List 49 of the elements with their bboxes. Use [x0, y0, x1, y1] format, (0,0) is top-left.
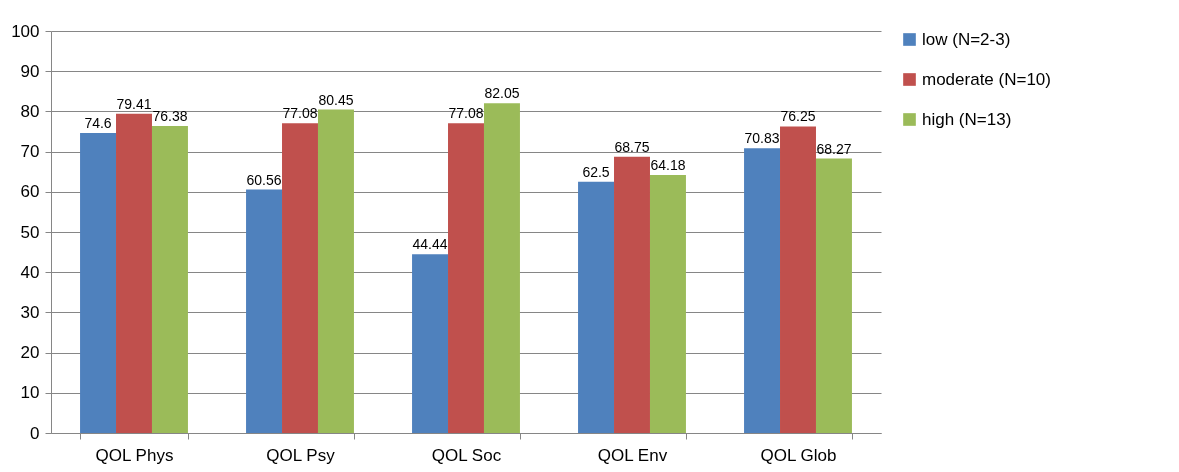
- legend-label: moderate (N=10): [922, 69, 1051, 89]
- y-tick-label: 30: [20, 302, 40, 322]
- data-label: 70.83: [744, 130, 780, 147]
- x-tick-label: QOL Phys: [95, 445, 174, 465]
- y-tick-label: 50: [20, 222, 40, 242]
- data-label: 60.56: [246, 171, 282, 188]
- bar: [246, 189, 283, 433]
- bar: [282, 123, 318, 433]
- y-tick-label: 90: [20, 61, 40, 81]
- data-label: 62.5: [582, 163, 610, 180]
- data-label: 80.45: [318, 91, 354, 108]
- data-label: 77.08: [448, 105, 484, 122]
- data-label: 77.08: [282, 105, 318, 122]
- data-label: 79.41: [116, 95, 152, 112]
- legend-label: high (N=13): [922, 109, 1012, 129]
- bar: [317, 109, 354, 433]
- x-tick-label: QOL Soc: [431, 445, 502, 465]
- y-tick-label: 100: [11, 21, 40, 41]
- bar: [815, 158, 852, 433]
- bar: [483, 103, 520, 433]
- data-label: 76.38: [152, 107, 188, 124]
- y-tick-label: 0: [30, 423, 40, 443]
- data-label: 68.75: [614, 138, 650, 155]
- x-tick-label: QOL Glob: [760, 445, 837, 465]
- y-tick-label: 60: [20, 182, 40, 202]
- data-label: 68.27: [816, 140, 852, 157]
- bar: [151, 125, 188, 433]
- bar: [448, 123, 484, 433]
- legend-label: low (N=2-3): [922, 29, 1011, 49]
- x-tick-label: QOL Psy: [266, 445, 336, 465]
- bar: [80, 133, 117, 433]
- data-label: 44.44: [412, 236, 448, 253]
- y-tick-label: 20: [20, 343, 40, 363]
- y-tick-label: 40: [20, 262, 40, 282]
- data-label: 76.25: [780, 108, 816, 125]
- data-label: 64.18: [650, 157, 686, 173]
- bar: [780, 126, 816, 433]
- bar: [116, 113, 152, 433]
- bar: [578, 181, 615, 433]
- data-label: 82.05: [484, 85, 520, 102]
- data-label: 74.6: [84, 115, 112, 132]
- y-tick-label: 80: [20, 101, 40, 121]
- bar: [744, 148, 781, 433]
- x-tick-label: QOL Env: [597, 445, 668, 465]
- bar: [649, 175, 686, 433]
- y-tick-label: 10: [20, 383, 40, 403]
- y-tick-label: 70: [20, 142, 40, 162]
- bar: [614, 156, 650, 433]
- bar: [412, 254, 449, 433]
